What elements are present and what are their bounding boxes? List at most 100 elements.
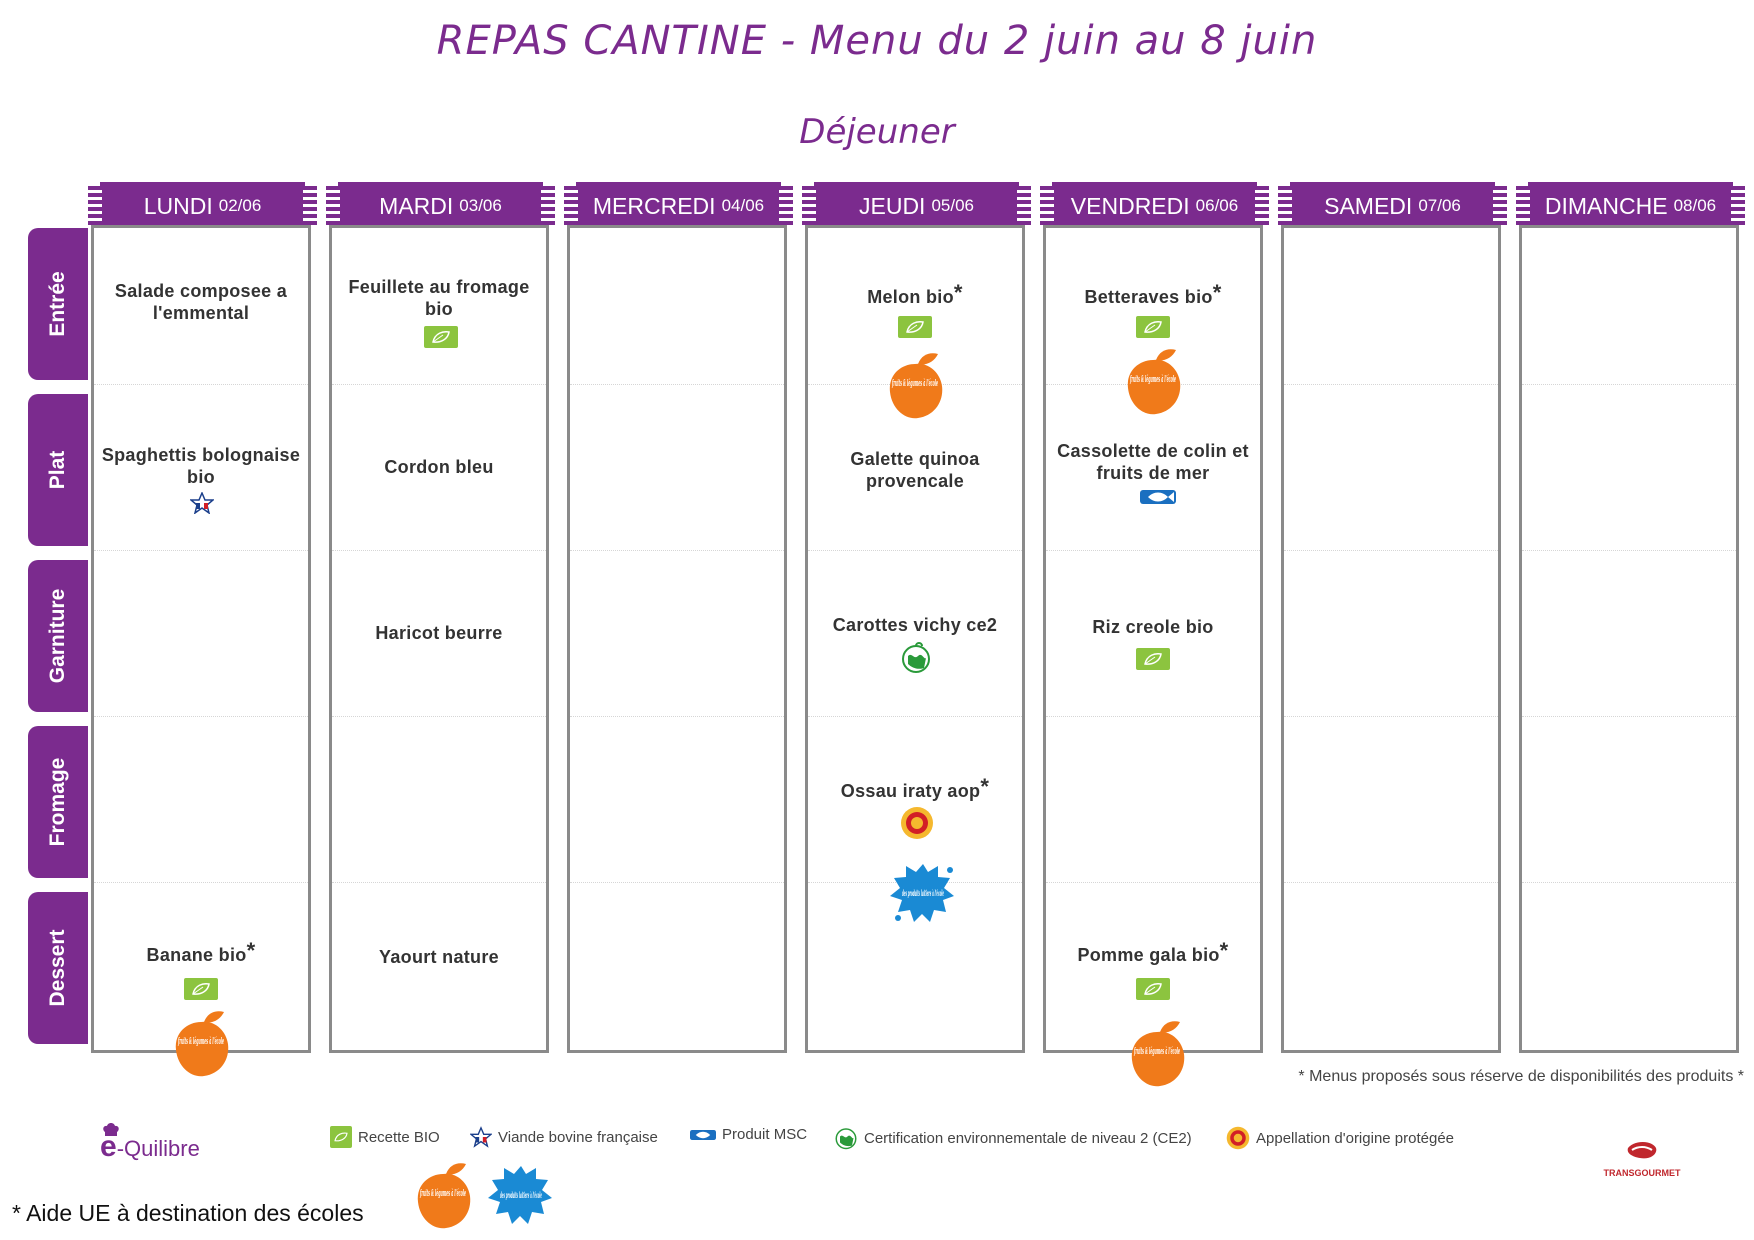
dish-garniture: Haricot beurre [375, 623, 503, 643]
row-label: Garniture [46, 588, 69, 684]
row-divider [570, 384, 784, 385]
row-tab-plat: Plat [28, 394, 88, 546]
fruits-legumes-ecole-logo: fruits & légumes à l'école [417, 1163, 471, 1229]
viande-bovine-francaise-icon [190, 492, 214, 514]
day-date: 08/06 [1673, 196, 1717, 215]
dish-plat: Galette quinoa provencale [850, 449, 980, 491]
ce2-certification-icon [902, 642, 930, 673]
row-label: Dessert [46, 929, 69, 1007]
row-divider [94, 384, 308, 385]
row-tab-entree: Entrée [28, 228, 88, 380]
row-divider [94, 716, 308, 717]
row-divider [1522, 550, 1736, 551]
aide-ue-asterisk: * [953, 280, 963, 305]
meal-subtitle: Déjeuner [799, 112, 955, 152]
row-divider [332, 384, 546, 385]
dish-garniture: Carottes vichy ce2 [832, 615, 998, 635]
dish-label: Melon bio [867, 287, 954, 307]
day-date: 07/06 [1418, 196, 1461, 215]
logo-prefix: e [100, 1130, 117, 1163]
dish-label: Betteraves bio [1084, 287, 1213, 307]
day-name: SAMEDI [1324, 192, 1413, 219]
row-divider [332, 716, 546, 717]
row-tab-fromage: Fromage [28, 726, 88, 878]
dish-plat: Cordon bleu [384, 457, 494, 477]
aide-ue-asterisk: * [246, 938, 256, 963]
day-date: 05/06 [931, 196, 974, 215]
row-divider [1522, 882, 1736, 883]
row-label: Plat [46, 450, 69, 490]
day-date: 06/06 [1195, 196, 1239, 215]
row-divider [808, 716, 1022, 717]
day-column-mercredi [567, 225, 787, 1053]
aide-ue-note: * Aide UE à destination des écoles [12, 1200, 364, 1226]
day-name: MERCREDI [592, 192, 716, 219]
day-column-samedi [1281, 225, 1501, 1053]
produits-laitiers-ecole-logo: des produits laitiers à l'école [488, 1166, 552, 1224]
day-header-mardi: MARDI 03/06 [326, 182, 555, 230]
row-divider [1522, 384, 1736, 385]
dish-dessert: Banane bio* [94, 940, 308, 966]
legend-label: Viande bovine française [498, 1128, 658, 1146]
bio-leaf-icon [330, 1126, 352, 1148]
bio-leaf-icon [1136, 648, 1170, 670]
e-quilibre-logo: e-Quilibre [100, 1123, 200, 1164]
day-header-mercredi: MERCREDI 04/06 [564, 182, 793, 230]
bio-leaf-icon [898, 316, 932, 338]
aide-ue-asterisk: * [1212, 280, 1222, 305]
day-name: DIMANCHE [1544, 192, 1668, 219]
produits-laitiers-ecole-logo: des produits laitiers à l'école [890, 864, 954, 922]
day-header-samedi: SAMEDI 07/06 [1278, 182, 1507, 230]
aop-icon [1226, 1126, 1250, 1150]
dish-label: Ossau iraty aop [840, 781, 981, 801]
dish-entree: Melon bio* [808, 282, 1022, 308]
bio-leaf-icon [1136, 978, 1170, 1000]
row-divider [570, 882, 784, 883]
legend-msc: Produit MSC [690, 1126, 807, 1143]
row-divider [94, 882, 308, 883]
day-column-vendredi: Betteraves bio* fruits & légumes à l'éco… [1043, 225, 1263, 1087]
svg-text:des produits laitiers à l'écol: des produits laitiers à l'école [500, 1190, 542, 1200]
day-header-jeudi: JEUDI 05/06 [802, 182, 1031, 230]
legend-vbf: Viande bovine française [470, 1126, 658, 1148]
row-divider [1284, 550, 1498, 551]
ce2-certification-icon [835, 1128, 857, 1150]
logo-name: -Quilibre [116, 1136, 200, 1161]
chef-hat-icon [103, 1123, 119, 1136]
day-name: LUNDI [143, 192, 213, 219]
fruits-legumes-ecole-logo: fruits & légumes à l'école [1131, 1021, 1185, 1087]
day-column-jeudi: Melon bio* fruits & légumes à l'école Ga… [805, 225, 1025, 1053]
row-divider [570, 550, 784, 551]
dish-plat: Cassolette de colin et fruits de mer [1057, 441, 1249, 483]
viande-bovine-francaise-icon [470, 1126, 492, 1148]
row-divider [1522, 716, 1736, 717]
row-tab-garniture: Garniture [28, 560, 88, 712]
msc-fish-icon [1140, 490, 1176, 504]
legend-ce2: Certification environnementale de niveau… [834, 1126, 1192, 1150]
dish-entree: Salade composee a l'emmental [114, 281, 288, 323]
svg-text:fruits & légumes à l'école: fruits & légumes à l'école [1134, 1046, 1180, 1057]
dish-entree: Betteraves bio* [1046, 282, 1260, 308]
day-header-lundi: LUNDI 02/06 [88, 182, 317, 230]
day-header-dimanche: DIMANCHE 08/06 [1516, 182, 1745, 230]
row-divider [332, 550, 546, 551]
bio-leaf-icon [424, 326, 458, 348]
fruits-legumes-ecole-logo: fruits & légumes à l'école [1127, 349, 1181, 415]
aide-ue-asterisk: * [1219, 938, 1229, 963]
dish-entree: Feuillete au fromage bio [348, 277, 530, 319]
day-column-lundi: Salade composee a l'emmental Spaghettis … [91, 225, 311, 1077]
dish-label: Banane bio [146, 945, 247, 965]
row-divider [1046, 716, 1260, 717]
dish-plat: Spaghettis bolognaise bio [101, 445, 301, 487]
aop-icon [901, 807, 933, 839]
aide-ue-asterisk: * [980, 774, 990, 799]
row-divider [1046, 550, 1260, 551]
day-date: 02/06 [218, 196, 262, 215]
dish-dessert: Pomme gala bio* [1046, 940, 1260, 966]
row-tab-dessert: Dessert [28, 892, 88, 1044]
row-divider [332, 882, 546, 883]
day-header-vendredi: VENDREDI 06/06 [1040, 182, 1269, 230]
day-name: JEUDI [859, 192, 926, 219]
legend-label: Appellation d'origine protégée [1256, 1129, 1455, 1147]
dish-label: Pomme gala bio [1077, 945, 1220, 965]
